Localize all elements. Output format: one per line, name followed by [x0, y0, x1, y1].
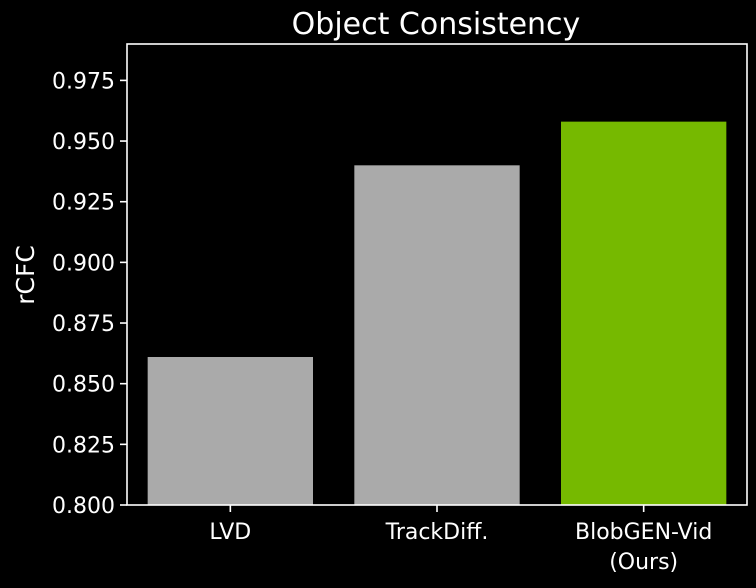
y-tick-label-5: 0.925 [52, 191, 115, 216]
x-tick-label-1: TrackDiff. [385, 520, 489, 545]
chart-title: Object Consistency [292, 7, 581, 42]
y-ticks-group: 0.800 0.825 0.850 0.875 0.900 0.925 0.950 0.975 [52, 69, 127, 519]
y-tick-label-6: 0.950 [52, 130, 115, 155]
y-tick-label-3: 0.875 [52, 312, 115, 337]
y-tick-label-1: 0.825 [52, 433, 115, 458]
plot-frame [126, 43, 748, 506]
y-tick-label-0: 0.800 [52, 494, 115, 519]
bars-group [147, 121, 727, 506]
x-ticks-group: LVD TrackDiff. BlobGEN-Vid (Ours) [209, 505, 712, 575]
bar-0 [147, 356, 313, 505]
x-tick-label-2: BlobGEN-Vid (Ours) [575, 520, 712, 575]
bar-2 [561, 121, 727, 506]
x-tick-label-0: LVD [209, 520, 251, 545]
y-tick-label-4: 0.900 [52, 251, 115, 276]
y-tick-label-2: 0.850 [52, 373, 115, 398]
y-tick-label-7: 0.975 [52, 69, 115, 94]
bar-1 [354, 165, 520, 505]
y-axis-label: rCFC [11, 245, 40, 305]
